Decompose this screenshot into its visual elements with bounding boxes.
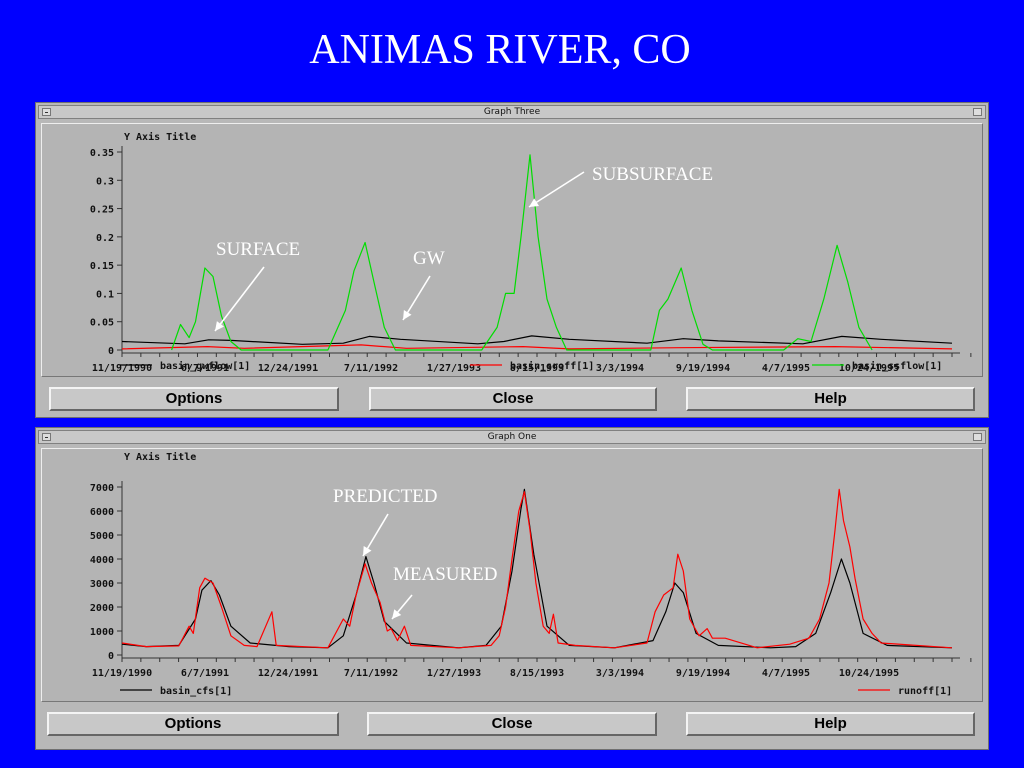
y-tick-label: 0.25 — [90, 205, 114, 216]
x-tick-label: 12/24/1991 — [258, 668, 318, 679]
x-tick-label: 10/24/1995 — [839, 668, 899, 679]
annotation-label: PREDICTED — [333, 486, 438, 507]
y-tick-label: 5000 — [90, 531, 114, 542]
y-tick-label: 2000 — [90, 603, 114, 614]
annotation-arrowhead — [363, 546, 372, 556]
graph-three-window: Graph Three Y Axis Title 0.35 0.3 0.25 0.2 0.… — [35, 102, 989, 418]
window-title: Graph Three — [483, 107, 541, 117]
options-button[interactable]: Options — [49, 387, 339, 411]
options-button[interactable]: Options — [47, 712, 339, 736]
legend-label: runoff[1] — [898, 686, 952, 697]
close-button[interactable]: Close — [369, 387, 657, 411]
x-tick-label: 6/7/1991 — [181, 668, 229, 679]
x-tick-label: 8/15/1993 — [510, 363, 564, 374]
window-titlebar[interactable]: Graph One — [38, 430, 986, 444]
annotation-label: SUBSURFACE — [592, 164, 713, 185]
help-button[interactable]: Help — [686, 712, 975, 736]
x-tick-label: 3/3/1994 — [596, 363, 644, 374]
y-tick-label: 0.3 — [96, 176, 114, 187]
annotation-arrowhead — [529, 198, 539, 207]
legend-label: basin_ssflow[1] — [852, 360, 942, 372]
annotation-label: SURFACE — [216, 239, 300, 260]
window-menu-icon[interactable] — [42, 108, 51, 116]
series-line-3 — [171, 154, 873, 351]
annotation-arrowhead — [403, 310, 412, 320]
legend-label: basin_gwflow[1] — [160, 360, 250, 372]
annotation-arrowhead — [392, 609, 402, 619]
graph-one-svg: Y Axis Title 7000 6000 5000 4000 3000 2000 1000… — [90, 451, 972, 697]
graph-one-plot: Y Axis Title 7000 6000 5000 4000 3000 2000 1000… — [41, 448, 983, 702]
x-tick-label: 9/19/1994 — [676, 668, 730, 679]
series-line-2 — [121, 344, 953, 350]
close-button[interactable]: Close — [367, 712, 657, 736]
series-line-1 — [121, 488, 953, 649]
y-tick-label: 0.1 — [96, 289, 114, 300]
x-tick-label: 12/24/1991 — [258, 363, 318, 374]
graph-three-svg: Y Axis Title 0.35 0.3 0.25 0.2 0.15 0.1 0.05 0 11… — [90, 131, 972, 374]
x-tick-label: 10/24/1995 — [839, 363, 899, 374]
y-tick-label: 0.35 — [90, 148, 114, 159]
x-tick-label: 1/27/1993 — [427, 668, 481, 679]
y-tick-label: 0.15 — [90, 261, 114, 272]
series-line-2 — [121, 488, 953, 649]
x-tick-label: 4/7/1995 — [762, 363, 810, 374]
series-line-1 — [121, 335, 953, 345]
x-tick-label: 1/27/1993 — [427, 363, 481, 374]
y-axis-title: Y Axis Title — [124, 131, 196, 143]
graph-one-button-row: Options Close Help — [41, 706, 983, 742]
x-tick-label: 6/7/1991 — [181, 363, 229, 374]
window-maximize-icon[interactable] — [973, 433, 982, 441]
y-tick-label: 0.05 — [90, 318, 114, 329]
x-tick-label: 11/19/1990 — [92, 668, 152, 679]
y-tick-label: 0 — [108, 346, 114, 357]
window-maximize-icon[interactable] — [973, 108, 982, 116]
x-tick-label: 8/15/1993 — [510, 668, 564, 679]
graph-one-window: Graph One Y Axis Title 7000 6000 5000 4000 30… — [35, 427, 989, 750]
y-tick-label: 7000 — [90, 483, 114, 494]
annotation-arrow-line — [214, 266, 265, 332]
annotation-label: MEASURED — [393, 564, 498, 585]
slide-title: ANIMAS RIVER, CO — [309, 27, 691, 73]
window-menu-icon[interactable] — [42, 433, 51, 441]
window-title: Graph One — [487, 432, 537, 442]
x-tick-label: 4/7/1995 — [762, 668, 810, 679]
x-tick-label: 7/11/1992 — [344, 363, 398, 374]
x-tick-label: 7/11/1992 — [344, 668, 398, 679]
y-tick-label: 0 — [108, 651, 114, 662]
x-tick-label: 9/19/1994 — [676, 363, 730, 374]
annotation-arrow-line — [528, 171, 585, 208]
y-tick-label: 3000 — [90, 579, 114, 590]
legend-label: basin_cfs[1] — [160, 685, 232, 697]
annotation-label: GW — [413, 248, 445, 269]
legend-label: basin_sroff[1] — [510, 360, 594, 372]
window-titlebar[interactable]: Graph Three — [38, 105, 986, 119]
y-axis-title: Y Axis Title — [124, 451, 196, 463]
annotation-arrowhead — [215, 321, 224, 331]
x-tick-label: 3/3/1994 — [596, 668, 644, 679]
graph-three-button-row: Options Close Help — [41, 381, 983, 417]
graph-three-plot: Y Axis Title 0.35 0.3 0.25 0.2 0.15 0.1 0.05 0 11… — [41, 123, 983, 377]
y-tick-label: 1000 — [90, 627, 114, 638]
x-tick-label: 11/19/1990 — [92, 363, 152, 374]
y-tick-label: 0.2 — [96, 233, 114, 244]
y-tick-label: 4000 — [90, 555, 114, 566]
y-tick-label: 6000 — [90, 507, 114, 518]
help-button[interactable]: Help — [686, 387, 975, 411]
